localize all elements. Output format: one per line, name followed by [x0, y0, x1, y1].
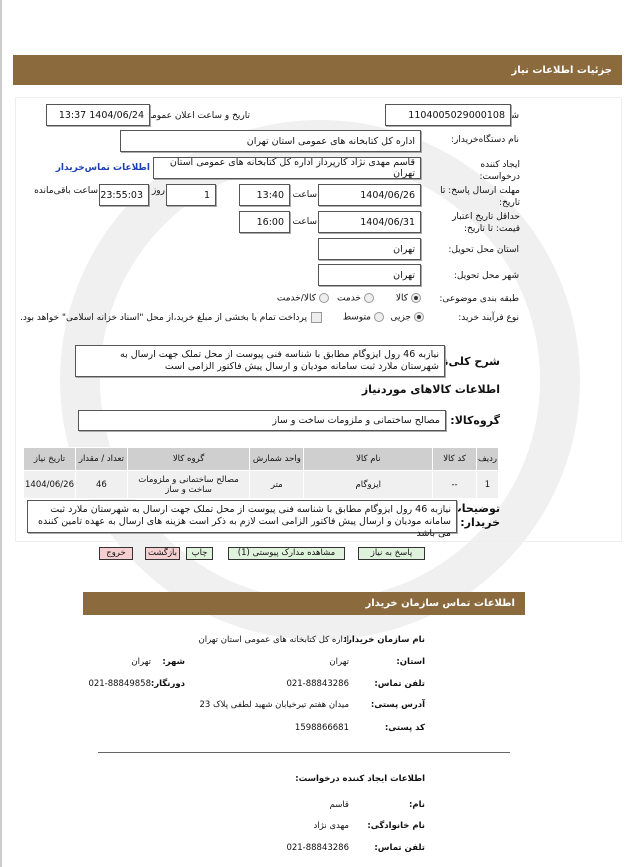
days-field: 1 — [166, 184, 216, 206]
creator-section-title: اطلاعات ایجاد کننده درخواست: — [295, 774, 425, 784]
goods-table: ردیف کد کالا نام کالا واحد شمارش گروه کا… — [23, 447, 500, 499]
notes-label: توضیحات خریدار: — [450, 502, 500, 529]
col-unit: واحد شمارش — [249, 447, 305, 471]
form-panel — [15, 97, 622, 542]
option-label: متوسط — [342, 312, 371, 323]
cell-row: 1 — [475, 470, 500, 499]
col-qty: تعداد / مقدار — [75, 447, 128, 471]
announce-label: تاریخ و ساعت اعلان عمومی: — [141, 111, 250, 121]
summary-field: نیازبه 46 رول ایزوگام مطابق با شناسه فنی… — [75, 345, 445, 377]
divider — [98, 752, 510, 753]
contact-city-value: تهران — [131, 657, 151, 667]
org-label: نام سازمان خریدار: — [343, 635, 425, 645]
fax-label: دورنگار: — [150, 679, 185, 689]
col-group: گروه کالا — [126, 447, 251, 471]
cell-group: مصالح ساختمانی و ملزومات ساخت و ساز — [126, 470, 251, 499]
category-label: طبقه بندی موضوعی: — [439, 294, 519, 304]
cell-name: ایزوگام — [303, 470, 434, 499]
cell-code: -- — [432, 470, 477, 499]
phone-value: 021-88843286 — [286, 679, 349, 689]
deadline-time-field: 13:40 — [239, 184, 290, 206]
validity-time-label: ساعت — [292, 217, 318, 227]
announce-field: 1404/06/24 13:37 — [46, 104, 150, 126]
buyer-contact-link[interactable]: اطلاعات تماس‌خریدار — [55, 163, 150, 173]
remaining-time-field: 23:55:03 — [99, 184, 149, 206]
creator-phone-value: 021-88843286 — [286, 843, 349, 853]
col-row: ردیف — [475, 447, 500, 471]
province-label: استان محل تحویل: — [448, 245, 519, 255]
category-radio-service[interactable]: خدمت — [337, 293, 374, 304]
validity-date-field: 1404/06/31 — [318, 211, 421, 233]
notes-field: نیازبه 46 رول ایزوگام مطابق با شناسه فنی… — [27, 500, 457, 539]
first-name-value: قاسم — [329, 800, 349, 810]
cell-unit: متر — [249, 470, 305, 499]
creator-field: قاسم مهدی نژاد کارپرداز اداره کل کتابخان… — [153, 157, 421, 179]
org-value: اداره کل کتابخانه های عمومی استان تهران — [198, 635, 349, 645]
col-date: تاریخ نیاز — [23, 447, 76, 471]
contact-province-label: استان: — [396, 657, 425, 667]
checkbox-label: پرداخت تمام یا بخشی از مبلغ خرید،از محل … — [19, 313, 307, 323]
attachments-button[interactable]: مشاهده مدارک پیوستی (1) — [228, 547, 345, 560]
last-name-label: نام خانوادگی: — [367, 821, 425, 831]
exit-button[interactable]: خروج — [99, 547, 133, 560]
buyer-org-label: نام دستگاه‌خریدار: — [450, 135, 519, 145]
contact-city-label: شهر: — [162, 657, 185, 667]
validity-time-field: 16:00 — [239, 211, 290, 233]
deadline-label: مهلت ارسال پاسخ: تا تاریخ: — [440, 186, 520, 208]
process-label: نوع فرآیند خرید: — [458, 313, 519, 323]
treasury-payment-checkbox[interactable]: پرداخت تمام یا بخشی از مبلغ خرید،از محل … — [20, 312, 322, 323]
first-name-label: نام: — [408, 800, 425, 810]
deadline-date-field: 1404/06/26 — [318, 184, 421, 206]
contact-header: اطلاعات تماس سازمان خریدار — [83, 592, 525, 615]
goods-section-title: اطلاعات کالاهای موردنیاز — [361, 383, 500, 396]
validity-label: حداقل تاریخ اعتبار قیمت: تا تاریخ: — [452, 212, 520, 234]
process-radio-medium[interactable]: متوسط — [343, 312, 384, 323]
fax-value: 021-88849858 — [88, 679, 151, 689]
print-button[interactable]: چاپ — [186, 547, 213, 560]
category-radio-goods[interactable]: کالا — [396, 293, 421, 304]
city-field: تهران — [318, 264, 421, 286]
table-row: 1 -- ایزوگام متر مصالح ساختمانی و ملزوما… — [23, 470, 500, 499]
day-label: روز — [151, 186, 165, 196]
address-label: آدرس پستی: — [370, 700, 425, 710]
radio-icon — [374, 312, 384, 322]
contact-province-value: تهران — [329, 657, 349, 667]
process-radio-minor[interactable]: جزیی — [390, 312, 424, 323]
option-label: خدمت — [337, 293, 361, 304]
need-number-field: 1104005029000108 — [385, 104, 511, 126]
radio-icon — [411, 293, 421, 303]
postal-label: کد پستی: — [384, 723, 425, 733]
city-label: شهر محل تحویل: — [453, 271, 519, 281]
option-label: کالا/خدمت — [276, 293, 316, 304]
address-value: میدان هفتم تیرخیابان شهید لطفی پلاک 23 — [199, 700, 349, 710]
reply-button[interactable]: پاسخ به نیاز — [358, 547, 425, 560]
col-code: کد کالا — [432, 447, 477, 471]
radio-icon — [364, 293, 374, 303]
col-name: نام کالا — [303, 447, 434, 471]
postal-value: 1598866681 — [294, 723, 349, 733]
creator-label: ایجاد کننده درخواست: — [479, 160, 520, 182]
radio-icon — [414, 312, 424, 322]
buyer-org-field: اداره کل کتابخانه های عمومی استان تهران — [120, 130, 421, 152]
category-radio-both[interactable]: کالا/خدمت — [277, 293, 329, 304]
deadline-time-label: ساعت — [292, 190, 318, 200]
table-header-row: ردیف کد کالا نام کالا واحد شمارش گروه کا… — [23, 447, 500, 471]
option-label: کالا — [395, 293, 408, 304]
province-field: تهران — [318, 238, 421, 260]
group-label: گروه‌کالا: — [450, 414, 500, 427]
creator-phone-label: تلفن تماس: — [374, 843, 425, 853]
cell-qty: 46 — [75, 470, 128, 499]
radio-icon — [319, 293, 329, 303]
page-header: جزئیات اطلاعات نیاز — [13, 55, 622, 85]
remaining-label: ساعت باقی‌مانده — [34, 186, 98, 196]
option-label: جزیی — [390, 312, 411, 323]
group-field: مصالح ساختمانی و ملزومات ساخت و ساز — [78, 410, 446, 431]
checkbox-icon — [311, 312, 322, 323]
last-name-value: مهدی نژاد — [313, 821, 350, 831]
phone-label: تلفن تماس: — [374, 679, 425, 689]
back-button[interactable]: بازگشت — [145, 547, 180, 560]
cell-date: 1404/06/26 — [23, 470, 76, 499]
